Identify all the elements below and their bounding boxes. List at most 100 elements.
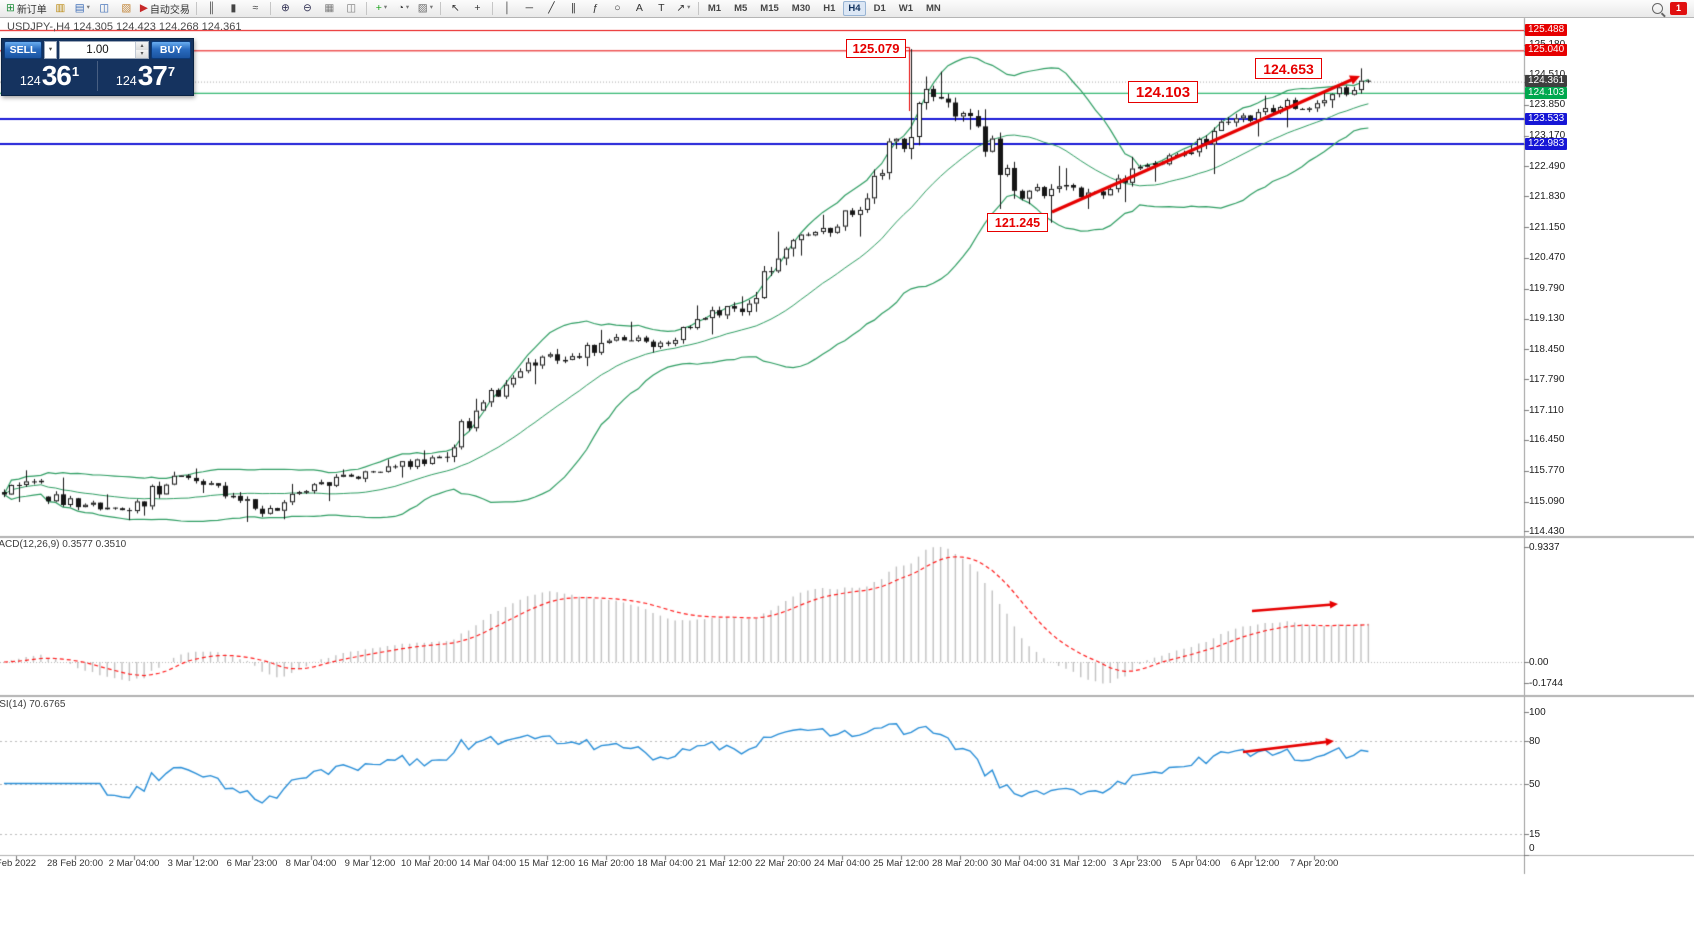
volume-spinner[interactable]: ▴ ▾ (135, 42, 148, 58)
timeframe-w1-button[interactable]: W1 (898, 3, 913, 14)
price-axis-label-120.470: 120.470 (1529, 252, 1566, 264)
toolbar-separator (491, 2, 493, 15)
spinner-down-icon[interactable]: ▾ (136, 50, 148, 58)
chevron-down-icon: ▾ (429, 4, 433, 12)
channel-button[interactable]: ∥ (563, 1, 584, 16)
time-axis-label: 7 Apr 20:00 (1289, 858, 1339, 869)
price-axis-label-119.790: 119.790 (1529, 283, 1565, 295)
price-axis-label-122.490: 122.490 (1529, 160, 1566, 172)
volume-field[interactable]: 1.00 ▴ ▾ (59, 41, 149, 59)
time-axis-label: 6 Apr 12:00 (1230, 858, 1280, 869)
search-icon[interactable] (1652, 3, 1663, 14)
rsi-axis-label-80: 80 (1529, 735, 1541, 747)
price-axis-label-121.830: 121.830 (1529, 190, 1566, 202)
templates-button[interactable]: ▨ ▾ (415, 1, 436, 16)
timeframe-h4-button[interactable]: H4 (843, 1, 866, 16)
timeframe-m30-button[interactable]: M30 (791, 3, 811, 14)
rsi-axis-label-100: 100 (1529, 707, 1546, 718)
notification-badge[interactable]: 1 (1670, 2, 1687, 15)
grid-button[interactable]: ▦ (319, 1, 340, 16)
text-button[interactable]: A (629, 1, 650, 16)
timeframe-m5-button[interactable]: M5 (734, 3, 748, 14)
main-toolbar: ⊞ 新订单 ▥ ▤ ▾ ◫ ▧ ▶ 自动交易 ║ ▮ ≈ ⊕ ⊖ ▦ ◫ + ▾ ◔ ▾ ▨ ▾ ↖ + │ ─ ╱ ∥ ƒ ○ A T ↗ ▾ … (0, 0, 1694, 18)
trendline-button[interactable]: ╱ (541, 1, 562, 16)
chevron-down-icon: ▾ (383, 4, 388, 12)
chevron-down-icon: ▾ (86, 4, 90, 12)
time-axis-label: 25 Mar 12:00 (873, 858, 929, 869)
price-axis-label-114.430: 114.430 (1529, 525, 1565, 537)
label-button[interactable]: T (651, 1, 672, 16)
time-axis-label: 18 Mar 04:00 (637, 858, 693, 869)
time-axis-label: 3 Apr 23:00 (1112, 858, 1162, 869)
spinner-up-icon[interactable]: ▴ (136, 42, 148, 50)
indicators-button[interactable]: + ▾ (371, 1, 392, 16)
new-order-button-label: 新订单 (16, 5, 47, 16)
price-axis-label-125.040: 125.040 (1525, 44, 1568, 57)
new-order-button[interactable]: ⊞ 新订单 (4, 1, 49, 16)
candlestick-type-button[interactable]: ▮ (223, 1, 244, 16)
price-annotation-121.245[interactable]: 121.245 (987, 213, 1048, 232)
horizontal-line-icon: ─ (525, 2, 534, 15)
market-watch-button[interactable]: ◫ (94, 1, 115, 16)
shapes-button[interactable]: ○ (607, 1, 628, 16)
vertical-line-button[interactable]: │ (497, 1, 518, 16)
charts-button[interactable]: ▥ (50, 1, 71, 16)
timeframe-m1-button[interactable]: M1 (707, 3, 722, 14)
trendline-icon: ╱ (548, 2, 555, 15)
price-annotation-124.103[interactable]: 124.103 (1128, 81, 1198, 103)
bid-big-figure: 124 (19, 74, 41, 88)
timeframe-mn-button[interactable]: MN (925, 3, 941, 14)
timeframe-h1-button[interactable]: H1 (823, 3, 836, 14)
time-axis-label: 28 Feb 20:00 (47, 858, 103, 869)
sell-button[interactable]: SELL (4, 41, 42, 59)
zoom-in-button[interactable]: ⊕ (275, 1, 296, 16)
arrows-tool-button[interactable]: ↗ ▾ (673, 1, 694, 16)
profiles-icon: ▤ (74, 2, 85, 15)
time-axis-label: 21 Mar 12:00 (696, 858, 752, 869)
autotrading-button[interactable]: ▶ 自动交易 (138, 1, 192, 16)
volume-preset-dropdown[interactable]: ▾ (44, 41, 57, 59)
tile-windows-button[interactable]: ◫ (341, 1, 362, 16)
rsi-axis-label-50: 50 (1529, 778, 1541, 790)
buy-button[interactable]: BUY (151, 41, 191, 59)
ask-point: 7 (167, 64, 176, 79)
time-axis-label: 31 Mar 12:00 (1050, 858, 1106, 869)
bid-point: 1 (71, 64, 80, 79)
price-axis-label-117.110: 117.110 (1529, 404, 1564, 416)
zoom-out-button[interactable]: ⊖ (297, 1, 318, 16)
horizontal-line-button[interactable]: ─ (519, 1, 540, 16)
label-icon: T (658, 2, 665, 15)
time-axis-label: 16 Mar 20:00 (578, 858, 634, 869)
time-axis-label: 3 Mar 12:00 (167, 858, 219, 869)
chevron-down-icon: ▾ (48, 45, 53, 53)
timeframe-m15-button[interactable]: M15 (760, 3, 779, 14)
time-axis-label: 28 Mar 20:00 (932, 858, 988, 869)
periods-button[interactable]: ◔ ▾ (393, 1, 414, 16)
line-chart-type-button[interactable]: ≈ (245, 1, 266, 16)
price-annotation-124.653[interactable]: 124.653 (1255, 58, 1322, 79)
price-axis-label-118.450: 118.450 (1529, 343, 1565, 355)
time-axis-label: 5 Apr 04:00 (1171, 858, 1221, 869)
shapes-icon: ○ (614, 2, 621, 15)
price-axis-label-116.450: 116.450 (1529, 434, 1565, 446)
navigator-button[interactable]: ▧ (116, 1, 137, 16)
time-axis-label: 9 Mar 12:00 (344, 858, 396, 869)
chevron-down-icon: ▾ (687, 4, 691, 12)
price-annotation-125.079[interactable]: 125.079 (846, 39, 906, 58)
bar-chart-type-icon: ║ (207, 2, 216, 15)
fibonacci-button[interactable]: ƒ (585, 1, 606, 16)
profiles-button[interactable]: ▤ ▾ (72, 1, 93, 16)
crosshair-icon: + (474, 2, 481, 15)
price-axis-label-121.150: 121.150 (1529, 221, 1566, 233)
trade-controls-row: SELL ▾ 1.00 ▴ ▾ BUY (2, 39, 193, 60)
cursor-icon: ↖ (450, 2, 460, 15)
timeframe-d1-button[interactable]: D1 (873, 3, 886, 14)
volume-value: 1.00 (86, 44, 109, 56)
cursor-button[interactable]: ↖ (445, 1, 466, 16)
rsi-axis-label-15: 15 (1529, 828, 1541, 840)
bar-chart-type-button[interactable]: ║ (201, 1, 222, 16)
candlestick-type-icon: ▮ (230, 2, 237, 15)
price-axis-label-115.090: 115.090 (1529, 496, 1565, 508)
crosshair-button[interactable]: + (467, 1, 488, 16)
